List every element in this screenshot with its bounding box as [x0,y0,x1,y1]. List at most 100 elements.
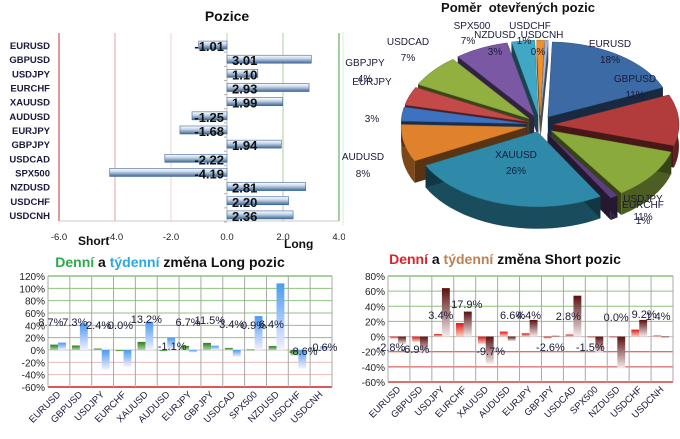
positions-x-ticks: -6.0 -4.0 -2.0 0.0 2.0 4.0 [51,232,345,243]
pie-label-percent: 1% [517,36,532,47]
daily-bar [159,350,168,352]
position-value-label: 2.20 [232,195,257,210]
positions-chart: Pozice -1.01 3.011.102.931.99 -1.25-1.68 1.… [9,8,345,250]
pie-label-name: USDCAD [387,37,429,48]
x-tick-label: 0.0 [220,232,233,243]
y-tick-label: 80% [25,297,45,308]
weekly-bar [661,336,670,338]
y-tick-label: -60% [362,378,385,389]
position-bar [226,54,312,64]
position-bar [226,182,306,191]
y-tick-label: -40% [362,363,385,374]
position-value-label: 3.01 [232,53,257,68]
category-label: EURJPY [12,126,51,137]
pie-slice-spx500 [457,42,535,117]
data-label: 3.4% [428,310,453,322]
pie-label-name: EURJPY [352,77,392,88]
long-change-y-ticks: 120%100% 80%60%40% 20%0%-20% -40%-60% [19,272,45,394]
y-tick-label: 100% [19,284,45,295]
pie-slice-audusd [401,124,527,162]
pie-slice-xauusd [425,131,601,207]
y-tick-label: 20% [25,334,45,345]
position-value-label: 1.10 [232,67,257,82]
pie-label-percent: 8% [356,169,371,180]
pie-label-name: GBPJPY [345,58,385,69]
y-tick-label: 40% [25,321,45,332]
weekly-bar [485,336,494,364]
pie-slice-nzdusd [511,40,539,116]
daily-bar [290,350,299,356]
pie-slice-side [401,124,415,183]
pie-label-name: NZDUSD [474,30,516,41]
data-label: 2.4% [86,320,111,332]
weekly-bar [320,346,329,350]
y-tick-label: -20% [362,348,385,359]
weekly-bar [398,336,406,345]
daily-bar [72,345,80,350]
data-label: -6.9% [401,344,430,356]
daily-bar [224,347,233,350]
x-tick-label: 4.0 [332,232,345,243]
pie-label-percent: 26% [506,166,526,177]
short-change-y-ticks: 80% 60% 40% 20% 0% -20% -40% -60% [362,272,385,389]
data-label: 6.6% [500,310,525,322]
y-tick-label: 120% [19,272,45,283]
daily-bar [203,342,211,350]
daily-bar [312,350,321,352]
position-bar [226,139,282,149]
pie-label-name: USDCHF [509,21,551,32]
daily-bar [50,344,59,350]
daily-bar [390,336,399,339]
long-change-bars [50,283,329,370]
x-tick-label: -4.0 [107,232,123,243]
data-label: 3.4% [219,319,244,331]
category-label: XAUUSD [10,98,50,109]
daily-bar [587,336,596,338]
data-label: 0.0% [604,312,629,324]
category-label: USDCNH [9,211,50,222]
title-part: týdenní [444,251,495,267]
data-label: 6.4% [259,319,284,331]
pie-label-percent: 18% [600,55,620,66]
position-value-label: -1.25 [194,110,224,125]
pie-label-percent: 11% [633,212,652,223]
weekly-bar [123,350,132,367]
position-bar [198,40,228,50]
x-tick-label: -6.0 [51,232,67,243]
data-label: -9.7% [476,346,505,358]
pie-label-percent: 11% [625,90,644,101]
positions-gridlines [58,33,340,222]
y-tick-label: 80% [365,272,385,283]
weekly-bar [420,336,428,354]
pie-label-percent: 3% [365,114,380,125]
pie-slice-eurjpy [400,106,527,124]
pie-slice-side [621,152,672,215]
weekly-bar [210,345,219,350]
position-bar [109,168,228,177]
pie-slice-usdjpy [547,133,618,199]
y-tick-label: -40% [22,371,45,382]
data-label: -2.8% [377,342,406,354]
weekly-bar [167,337,176,350]
pie-label-percent: 3% [488,47,503,58]
short-change-data-labels: -2.8%-6.9% 3.4%17.9% -9.7% 6.6%4.4% -2.6% 2.8… [377,299,671,358]
weekly-bar [232,350,241,357]
short-change-bars [390,288,670,369]
positions-category-labels: EURUSD GBPUSD USDJPY EURCHF XAUUSD AUDUSD EURJ… [9,41,50,222]
daily-bar [653,335,662,337]
pie-slice-wall [540,40,549,138]
position-value-label: 2.81 [232,181,257,196]
y-tick-label: 0% [31,346,46,357]
category-label: EURUSD [10,41,50,52]
position-value-label: 2.93 [232,82,257,97]
daily-bar [565,334,574,337]
category-label: AUDUSD [9,112,50,123]
daily-bar [115,350,124,352]
daily-bar [93,348,102,350]
daily-bar [455,323,464,337]
pie-label-name: EURUSD [589,39,631,50]
category-label: GBPUSD [9,55,50,66]
position-bar [164,154,228,163]
y-tick-label: 40% [365,302,385,313]
category-label: EURCHF [10,84,50,95]
